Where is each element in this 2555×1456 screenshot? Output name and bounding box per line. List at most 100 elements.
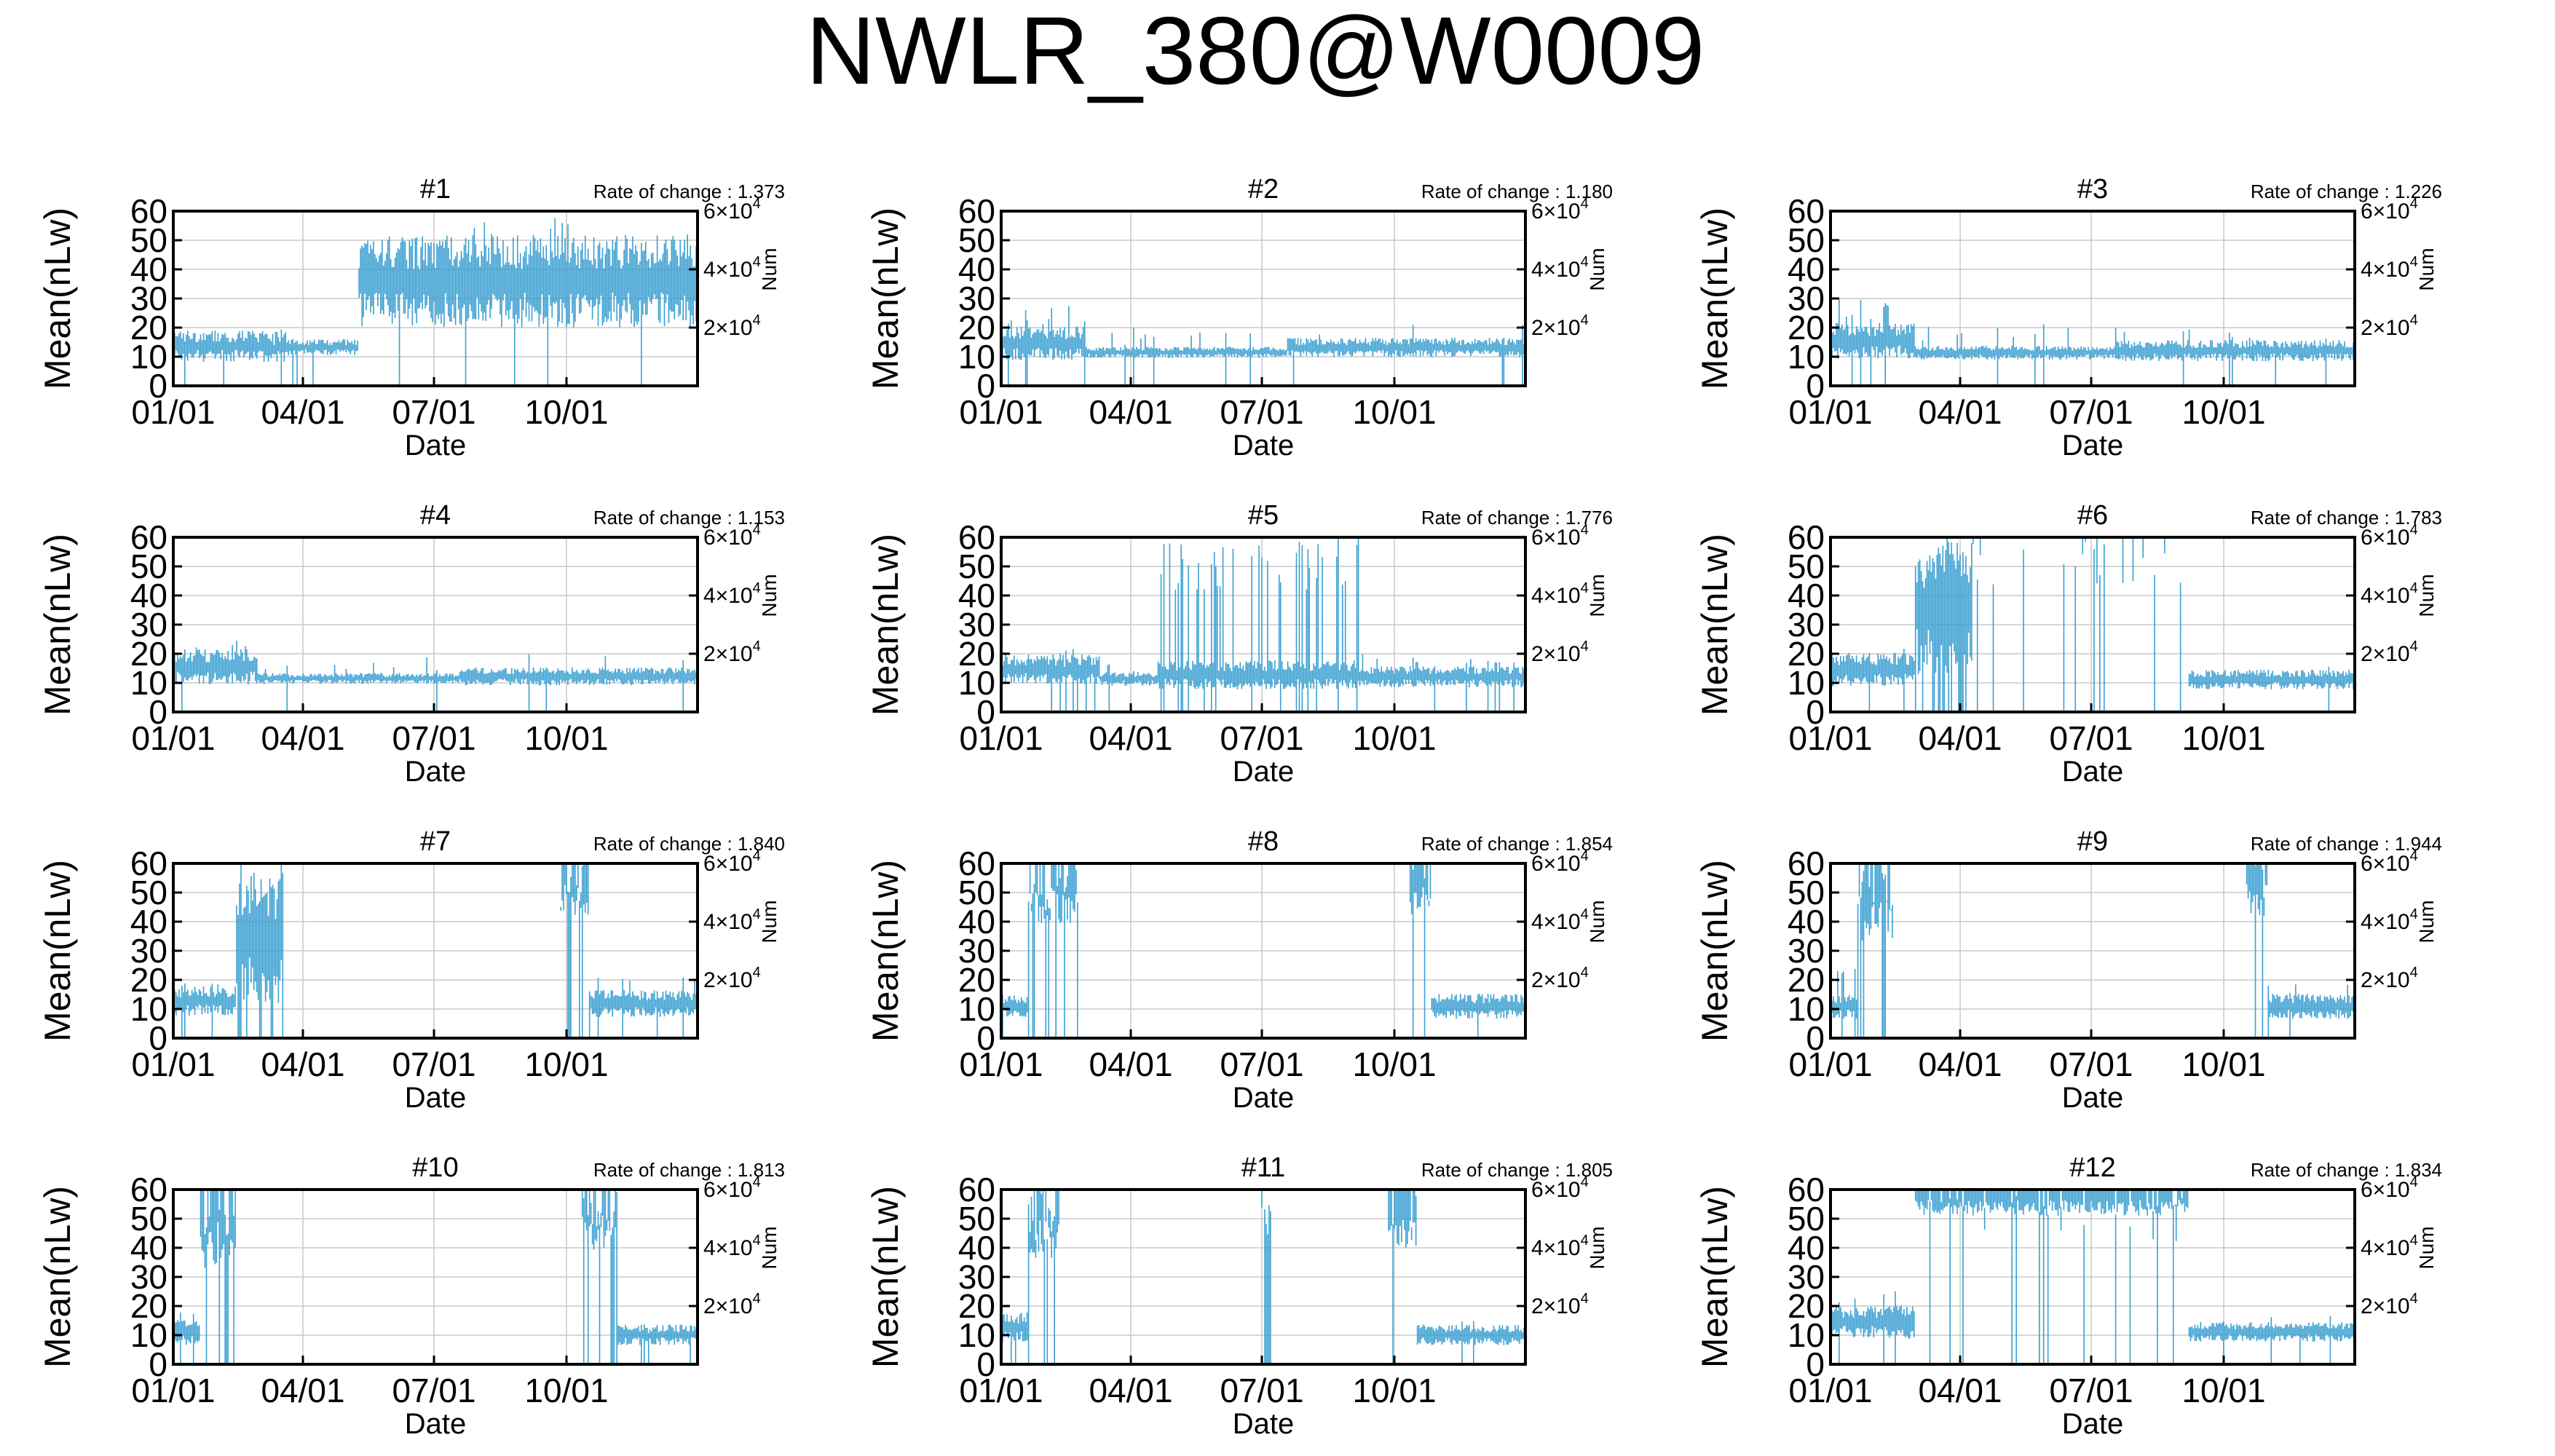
y-tick-label: 0 xyxy=(1806,693,1825,731)
y2-tick-exponent: 4 xyxy=(2410,1291,2418,1307)
y-tick-label: 40 xyxy=(130,1229,167,1267)
y2-axis-label: Num xyxy=(2415,248,2438,290)
series-marks xyxy=(1830,863,2354,1038)
x-tick-label: 10/01 xyxy=(524,719,608,757)
y-tick-label: 0 xyxy=(1806,1345,1825,1383)
y2-tick-exponent: 4 xyxy=(753,848,761,864)
x-tick-label: 04/01 xyxy=(261,1045,344,1083)
y2-axis-label: Num xyxy=(2415,1226,2438,1269)
y-tick-label: 40 xyxy=(958,577,995,614)
panel-label: #2 xyxy=(1248,174,1279,205)
x-tick-label: 07/01 xyxy=(392,1045,475,1083)
y-axis-label: Mean(nLw) xyxy=(1694,1186,1735,1368)
x-tick-label: 04/01 xyxy=(1089,719,1172,757)
series-marks xyxy=(173,1190,697,1364)
y2-tick-label: 4×104 xyxy=(1531,906,1589,934)
y-tick-label: 50 xyxy=(1788,1200,1825,1238)
rate-of-change: Rate of change : 1.944 xyxy=(2251,833,2442,855)
y-tick-label: 20 xyxy=(958,961,995,999)
y2-tick-exponent: 4 xyxy=(753,312,761,328)
y2-tick-exponent: 4 xyxy=(1581,1174,1589,1190)
y-tick-label: 40 xyxy=(958,250,995,288)
x-axis-label: Date xyxy=(1233,756,1295,788)
y2-axis-label: Num xyxy=(2415,574,2438,617)
x-axis-label: Date xyxy=(1233,1082,1295,1114)
y-tick-label: 0 xyxy=(149,367,167,405)
x-tick-label: 10/01 xyxy=(524,1045,608,1083)
y2-tick-exponent: 4 xyxy=(1581,965,1589,981)
y-tick-label: 40 xyxy=(130,577,167,614)
y-tick-label: 60 xyxy=(958,518,995,556)
y2-tick-exponent: 4 xyxy=(753,522,761,538)
panel-label: #3 xyxy=(2077,174,2108,205)
x-tick-label: 10/01 xyxy=(2181,393,2265,431)
x-tick-label: 10/01 xyxy=(2181,1372,2265,1409)
y-tick-label: 40 xyxy=(958,1229,995,1267)
y-tick-label: 0 xyxy=(149,1345,167,1383)
y2-tick-label: 6×104 xyxy=(1531,196,1589,223)
y-tick-label: 20 xyxy=(1788,635,1825,673)
y-tick-label: 0 xyxy=(1806,367,1825,405)
y2-axis-label: Num xyxy=(758,1226,781,1269)
y2-tick-exponent: 4 xyxy=(753,254,761,270)
y-tick-label: 10 xyxy=(130,1316,167,1354)
y2-axis-label: Num xyxy=(1586,1226,1608,1269)
y2-tick-label: 6×104 xyxy=(1531,522,1589,550)
y-axis-label: Mean(nLw) xyxy=(37,207,78,389)
rate-of-change: Rate of change : 1.153 xyxy=(593,507,785,529)
y2-tick-label: 6×104 xyxy=(1531,1174,1589,1202)
y-tick-label: 60 xyxy=(1788,518,1825,556)
y2-tick-label: 4×104 xyxy=(1531,1233,1589,1260)
x-tick-label: 01/01 xyxy=(131,1045,215,1083)
y2-axis-label: Num xyxy=(1586,574,1608,617)
y-tick-label: 30 xyxy=(958,606,995,644)
x-axis-label: Date xyxy=(2062,1408,2124,1440)
x-tick-label: 04/01 xyxy=(261,719,344,757)
y2-tick-label: 2×104 xyxy=(703,312,761,340)
y2-tick-label: 4×104 xyxy=(2361,906,2418,934)
x-tick-label: 07/01 xyxy=(392,719,475,757)
y-tick-label: 40 xyxy=(1788,250,1825,288)
y-tick-label: 40 xyxy=(1788,903,1825,941)
y-tick-label: 0 xyxy=(1806,1019,1825,1057)
x-tick-label: 07/01 xyxy=(1220,1372,1303,1409)
y-tick-label: 30 xyxy=(1788,1258,1825,1296)
series-marks xyxy=(173,218,697,386)
y-tick-label: 50 xyxy=(1788,221,1825,259)
y-tick-label: 40 xyxy=(130,903,167,941)
y-tick-label: 60 xyxy=(958,844,995,882)
x-axis-label: Date xyxy=(2062,430,2124,462)
rate-of-change: Rate of change : 1.776 xyxy=(1421,507,1613,529)
y2-tick-exponent: 4 xyxy=(1581,580,1589,596)
y2-tick-label: 4×104 xyxy=(2361,580,2418,608)
y-tick-label: 60 xyxy=(130,1171,167,1208)
y-tick-label: 10 xyxy=(1788,990,1825,1028)
rate-of-change: Rate of change : 1.783 xyxy=(2251,507,2442,529)
y-tick-label: 10 xyxy=(130,338,167,376)
y2-tick-label: 4×104 xyxy=(2361,254,2418,282)
y-tick-label: 30 xyxy=(1788,280,1825,317)
rate-of-change: Rate of change : 1.854 xyxy=(1421,833,1613,855)
y-axis-label: Mean(nLw) xyxy=(1694,207,1735,389)
x-tick-label: 07/01 xyxy=(392,393,475,431)
x-tick-label: 01/01 xyxy=(1788,1372,1872,1409)
y2-tick-exponent: 4 xyxy=(1581,196,1589,212)
rate-of-change: Rate of change : 1.813 xyxy=(593,1159,785,1181)
y2-tick-exponent: 4 xyxy=(1581,848,1589,864)
y2-tick-exponent: 4 xyxy=(753,196,761,212)
y-axis-label: Mean(nLw) xyxy=(1694,860,1735,1042)
series-marks xyxy=(1830,299,2354,386)
y2-tick-exponent: 4 xyxy=(2410,638,2418,654)
y2-tick-exponent: 4 xyxy=(753,638,761,654)
y-tick-label: 30 xyxy=(130,932,167,970)
x-axis-label: Date xyxy=(405,1408,467,1440)
y-tick-label: 30 xyxy=(130,1258,167,1296)
y-tick-label: 0 xyxy=(149,1019,167,1057)
y-tick-label: 10 xyxy=(958,338,995,376)
series-marks xyxy=(1000,863,1525,1038)
y2-tick-label: 2×104 xyxy=(1531,638,1589,666)
